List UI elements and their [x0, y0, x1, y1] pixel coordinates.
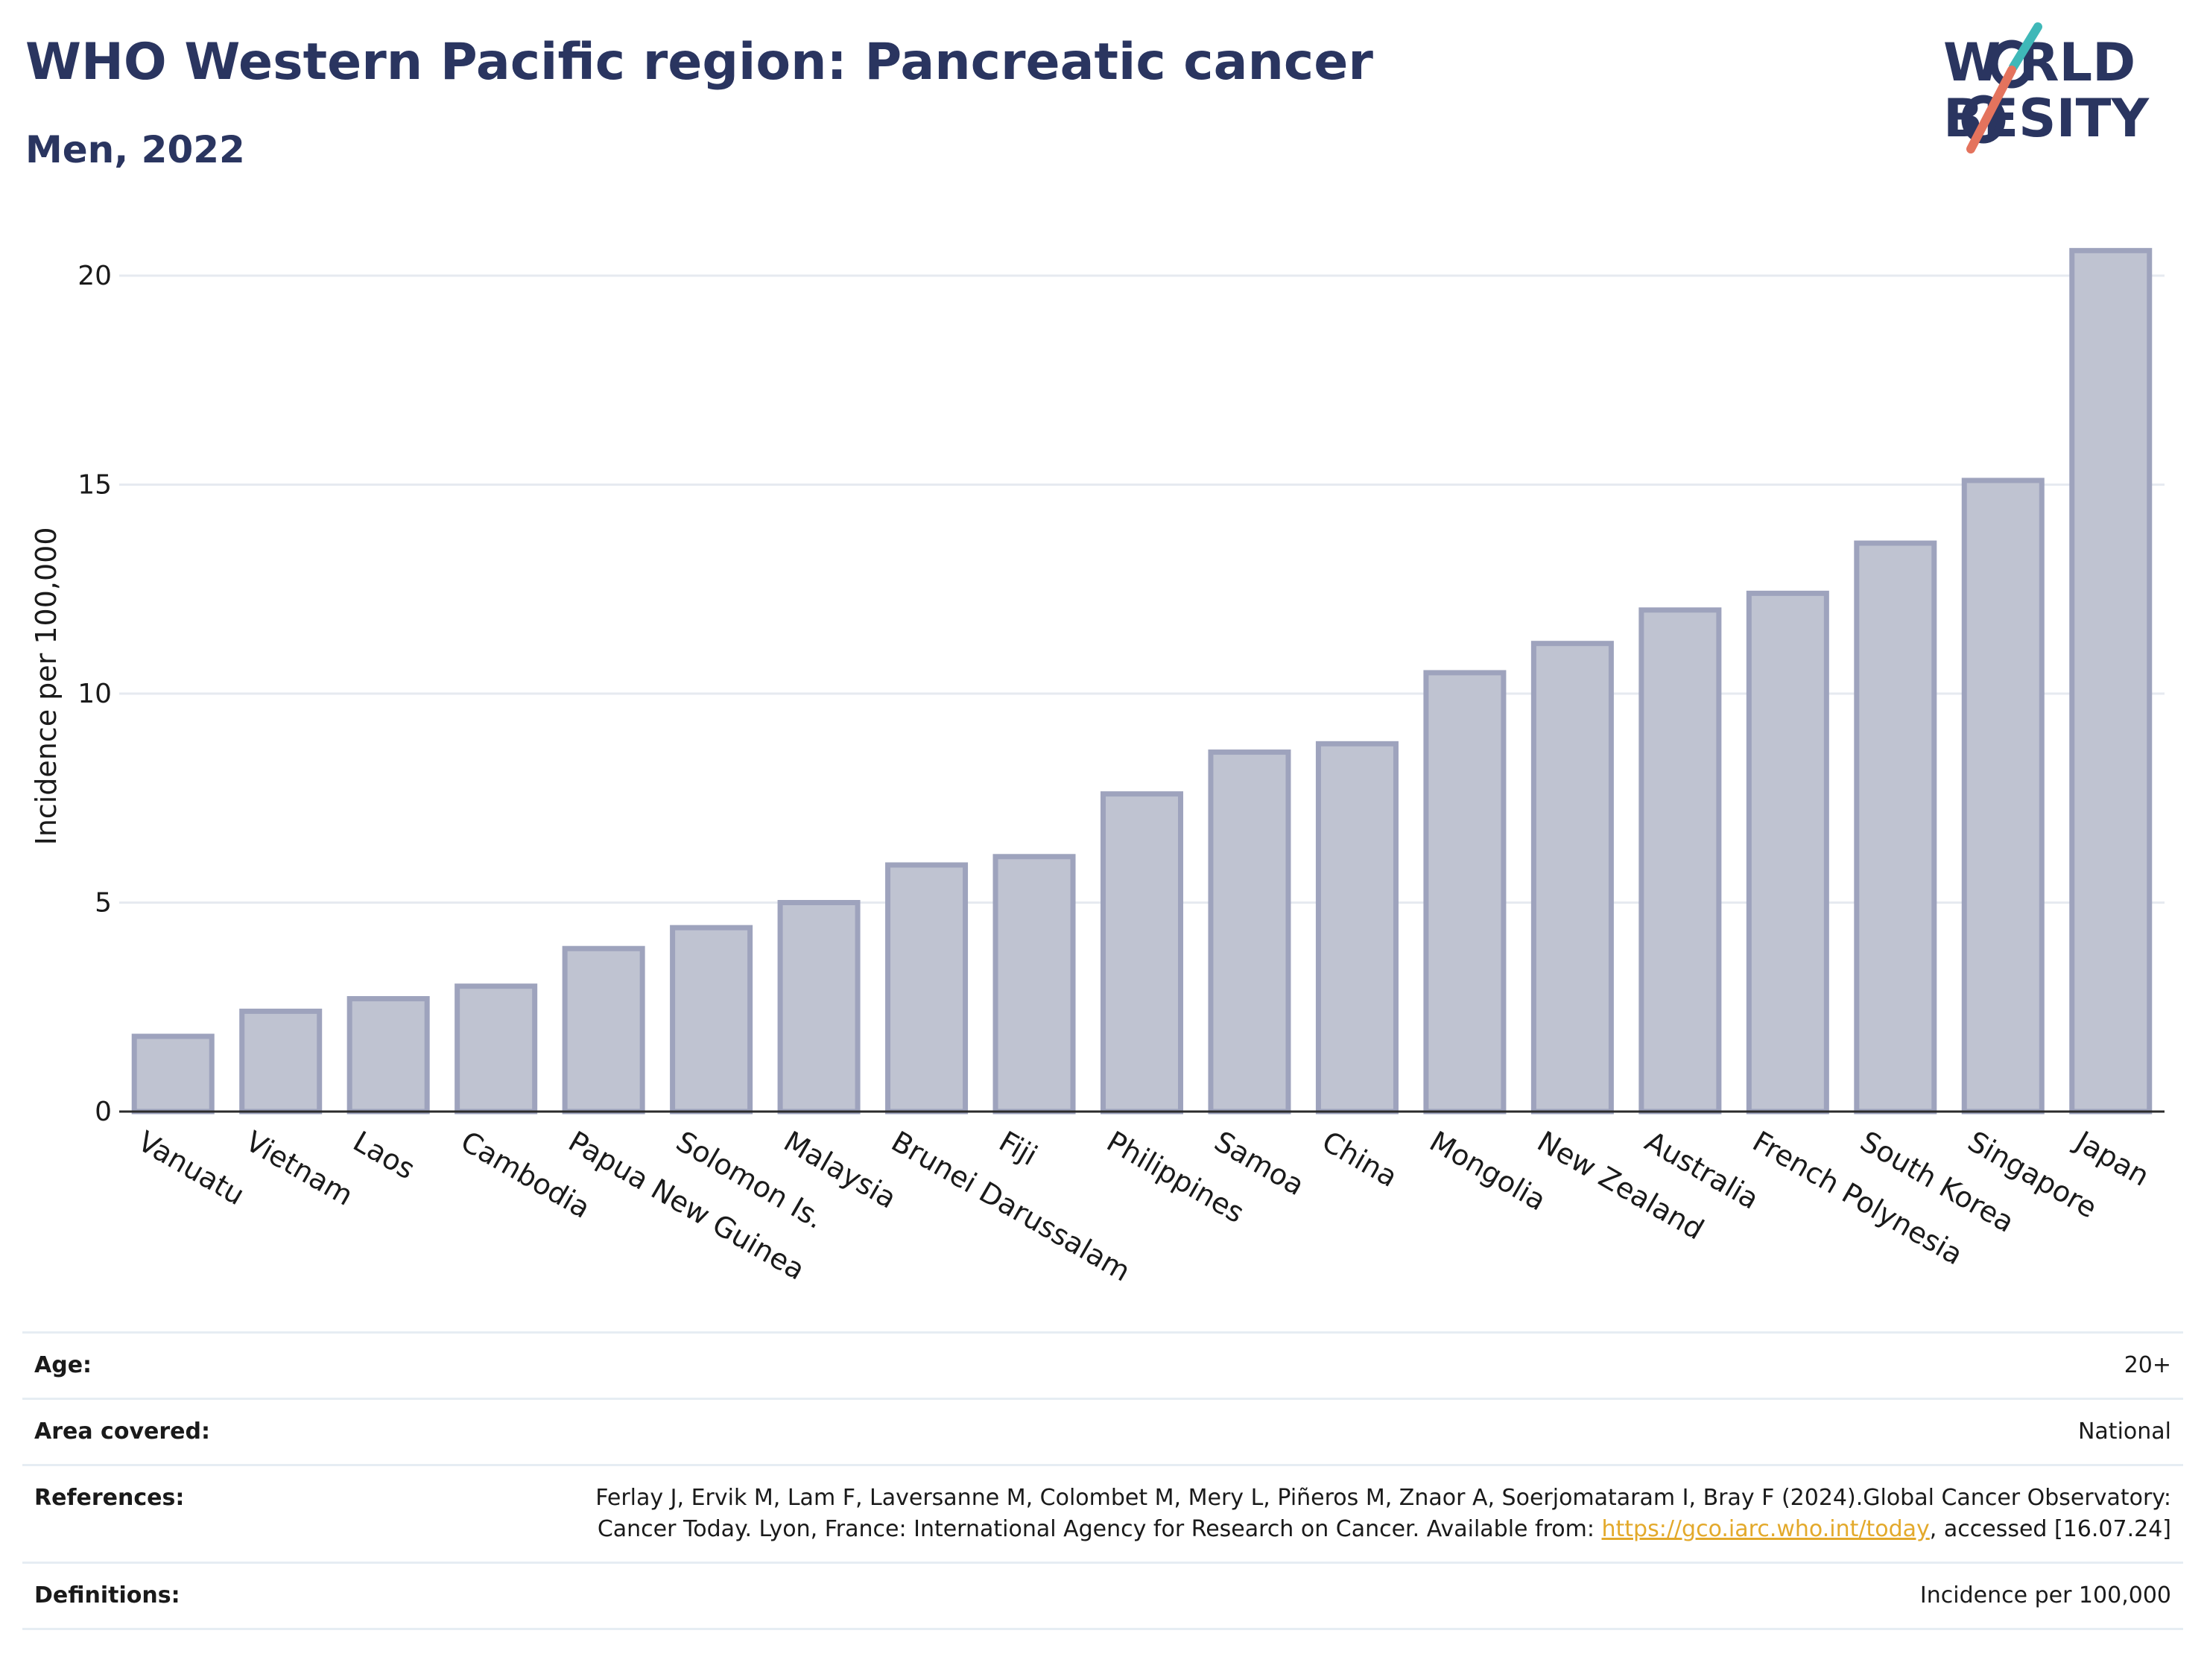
meta-row-area: Area covered: National	[22, 1398, 2183, 1464]
bar-south-korea	[1854, 540, 1937, 1115]
x-tick-label: Vietnam	[240, 1125, 358, 1212]
bar-japan	[2069, 247, 2153, 1115]
x-tick-label: Laos	[348, 1125, 421, 1186]
bars	[131, 247, 2153, 1115]
references-label: References:	[34, 1485, 185, 1511]
bar-fiji	[992, 854, 1076, 1115]
area-value: National	[2077, 1419, 2171, 1445]
chart-title: WHO Western Pacific region: Pancreatic c…	[25, 33, 1373, 92]
logo-line-1: W RLD	[1943, 32, 2135, 93]
meta-row-definitions: Definitions: Incidence per 100,000	[22, 1562, 2183, 1630]
bar-solomon-is-	[670, 925, 753, 1115]
x-tick-label: Vanuatu	[133, 1125, 250, 1211]
world-obesity-logo: W RLD BESITY	[1943, 22, 2150, 153]
meta-row-references: References: Ferlay J, Ervik M, Lam F, La…	[22, 1464, 2183, 1562]
x-tick-label: China	[1317, 1125, 1403, 1194]
area-label: Area covered:	[34, 1419, 210, 1445]
bar-french-polynesia	[1746, 590, 1829, 1115]
logo-o-ring-bottom	[1961, 95, 2006, 144]
y-tick-label: 20	[77, 261, 112, 291]
bar-new-zealand	[1530, 641, 1614, 1115]
references-link[interactable]: https://gco.iarc.who.int/today	[1601, 1516, 1930, 1542]
y-tick-label: 0	[95, 1097, 112, 1127]
bar-laos	[346, 996, 430, 1115]
x-tick-label: Mongolia	[1424, 1125, 1551, 1217]
logo-slash-coral	[1966, 66, 2016, 153]
y-tick-label: 5	[95, 888, 112, 919]
x-tick-label: Japan	[2069, 1124, 2156, 1193]
references-value: Ferlay J, Ervik M, Lam F, Laversanne M, …	[532, 1483, 2171, 1545]
bar-singapore	[1961, 478, 2045, 1115]
bar-philippines	[1100, 791, 1184, 1115]
bar-mongolia	[1423, 670, 1507, 1115]
bar-vanuatu	[131, 1033, 215, 1115]
bar-australia	[1638, 607, 1722, 1115]
bar-china	[1315, 741, 1399, 1115]
y-tick-label: 10	[77, 679, 112, 709]
meta-row-age: Age: 20+	[22, 1331, 2183, 1398]
logo-o-ring-top	[1989, 39, 2034, 89]
y-tick-label: 15	[77, 470, 112, 501]
bar-vietnam	[239, 1008, 323, 1115]
y-axis-label: Incidence per 100,000	[30, 527, 63, 845]
bar-brunei-darussalam	[885, 862, 969, 1115]
bar-malaysia	[777, 900, 861, 1115]
definitions-label: Definitions:	[34, 1582, 180, 1608]
references-text: Ferlay J, Ervik M, Lam F, Laversanne M, …	[595, 1485, 2171, 1542]
bar-papua-new-guinea	[562, 945, 645, 1115]
x-tick-label: Fiji	[994, 1125, 1043, 1172]
bar-cambodia	[455, 983, 538, 1115]
logo-slash-teal	[2009, 22, 2042, 72]
references-accessed: , accessed [16.07.24]	[1929, 1516, 2171, 1542]
age-value: 20+	[2124, 1352, 2171, 1378]
metadata-table: Age: 20+ Area covered: National Referenc…	[22, 1331, 2183, 1630]
definitions-value: Incidence per 100,000	[1919, 1582, 2171, 1608]
age-label: Age:	[34, 1352, 92, 1378]
bar-samoa	[1208, 749, 1291, 1115]
chart-subtitle: Men, 2022	[25, 128, 245, 171]
